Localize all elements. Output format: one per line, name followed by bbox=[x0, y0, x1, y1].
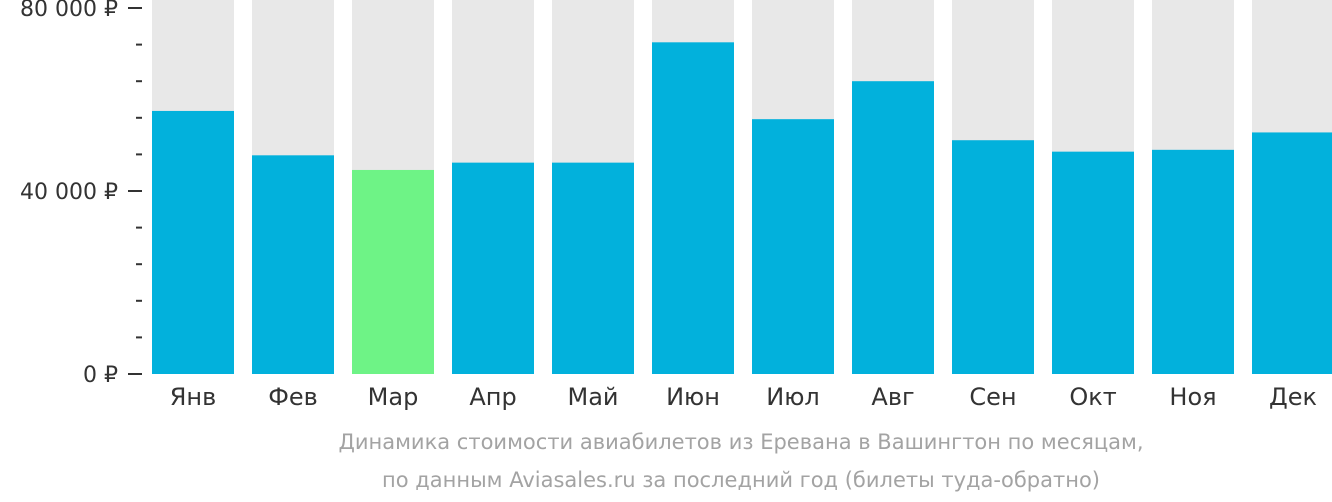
bar-8[interactable] bbox=[852, 81, 934, 374]
bar-4[interactable] bbox=[452, 162, 534, 374]
bar-6[interactable] bbox=[652, 42, 734, 374]
bar-12[interactable] bbox=[1252, 132, 1332, 374]
bar-3[interactable] bbox=[352, 169, 434, 374]
x-tick-label: Апр bbox=[469, 383, 516, 411]
x-tick-label: Сен bbox=[969, 383, 1016, 411]
y-tick-label: 80 000 ₽ bbox=[20, 0, 118, 22]
bar-10[interactable] bbox=[1052, 151, 1134, 374]
x-tick-label: Авг bbox=[871, 383, 914, 411]
bar-1[interactable] bbox=[152, 110, 234, 374]
chart-caption-line-1: Динамика стоимости авиабилетов из Ереван… bbox=[338, 430, 1144, 454]
bar-11[interactable] bbox=[1152, 149, 1234, 374]
x-axis-labels: Янв Фев Мар Апр Май Июн Июл Авг Сен Окт Ноя Дек bbox=[170, 383, 1317, 411]
x-tick-label: Окт bbox=[1069, 383, 1116, 411]
x-tick-label: Фев bbox=[268, 383, 318, 411]
chart-caption-line-2: по данным Aviasales.ru за последний год … bbox=[382, 468, 1100, 492]
x-tick-label: Май bbox=[567, 383, 618, 411]
x-tick-label: Июн bbox=[666, 383, 720, 411]
x-tick-label: Ноя bbox=[1169, 383, 1216, 411]
bar-9[interactable] bbox=[952, 140, 1034, 374]
data-bars bbox=[152, 42, 1332, 374]
bar-2[interactable] bbox=[252, 155, 334, 374]
bar-5[interactable] bbox=[552, 162, 634, 374]
bar-7[interactable] bbox=[752, 119, 834, 374]
bar-chart-svg: 0 ₽ 40 000 ₽ 80 000 ₽ Янв Фев Мар Апр Май Июн Ию… bbox=[20, 0, 1332, 411]
x-tick-label: Дек bbox=[1269, 383, 1317, 411]
x-tick-label: Июл bbox=[766, 383, 820, 411]
y-tick-label: 40 000 ₽ bbox=[20, 180, 118, 205]
x-tick-label: Янв bbox=[170, 383, 217, 411]
x-tick-label: Мар bbox=[368, 383, 419, 411]
y-tick-label: 0 ₽ bbox=[83, 363, 118, 388]
y-axis: 0 ₽ 40 000 ₽ 80 000 ₽ bbox=[20, 0, 142, 388]
